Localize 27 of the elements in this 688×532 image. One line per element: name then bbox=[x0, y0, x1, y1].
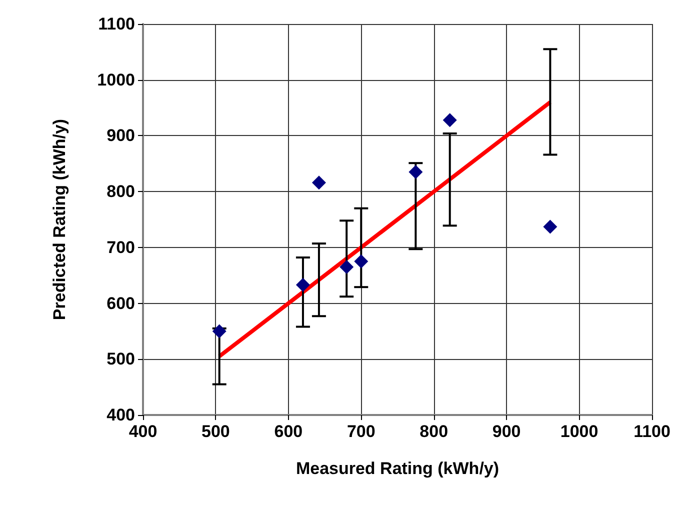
point bbox=[543, 220, 558, 234]
x-tick-label: 600 bbox=[274, 422, 303, 441]
y-tick-label: 800 bbox=[106, 182, 135, 202]
x-tick-label: 500 bbox=[202, 422, 230, 441]
x-tick-label: 900 bbox=[492, 422, 521, 441]
y-tick-label: 700 bbox=[106, 238, 135, 257]
x-tick-label: 700 bbox=[346, 422, 376, 441]
point bbox=[296, 278, 310, 292]
point bbox=[354, 254, 368, 268]
y-tick-label: 600 bbox=[106, 294, 135, 313]
line-series bbox=[217, 100, 552, 358]
y-tick-label: 1000 bbox=[97, 70, 135, 90]
x-axis-title: Measured Rating (kWh/y) bbox=[296, 459, 500, 478]
point bbox=[312, 176, 326, 190]
y-tick-label: 500 bbox=[106, 350, 135, 369]
point bbox=[212, 324, 226, 338]
y-axis-title: Predicted Rating (kWh/y) bbox=[50, 118, 69, 320]
x-tick-label: 400 bbox=[128, 422, 158, 441]
point bbox=[340, 260, 354, 274]
x-tick-label: 800 bbox=[420, 422, 448, 441]
y-tick-label: 1100 bbox=[98, 14, 135, 34]
y-tick-label: 900 bbox=[106, 126, 135, 146]
x-tick-label: 1100 bbox=[634, 422, 670, 441]
point bbox=[408, 165, 423, 180]
point bbox=[442, 113, 457, 128]
y-tick-label: 400 bbox=[106, 406, 135, 424]
x-tick-label: 1000 bbox=[560, 422, 598, 441]
